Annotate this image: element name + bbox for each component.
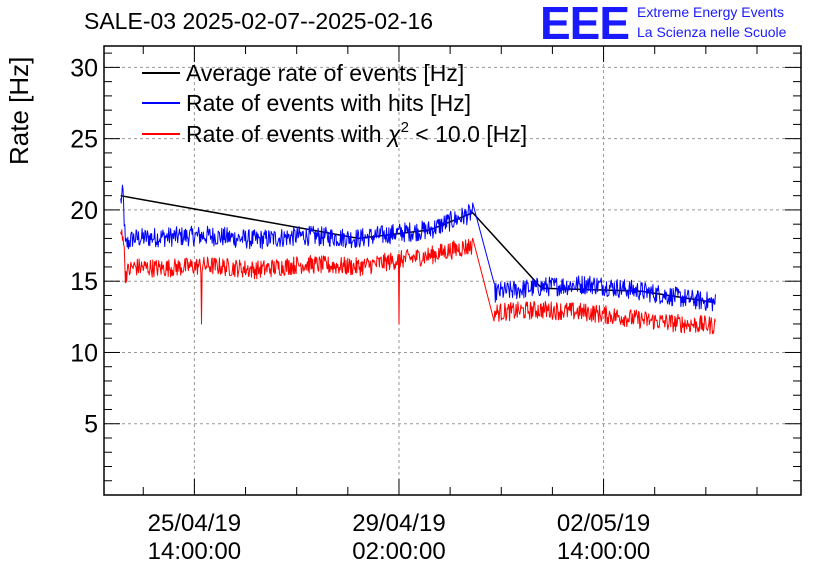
series-line-1 (120, 184, 716, 312)
series-line-0 (120, 194, 716, 304)
chart-title: SALE-03 2025-02-07--2025-02-16 (84, 8, 434, 34)
legend-label-2: Rate of events with χ2 < 10.0 [Hz] (186, 119, 527, 147)
series-line-2 (120, 229, 716, 335)
x-tick-label: 25/04/19 (148, 510, 241, 537)
y-tick-label: 30 (70, 54, 98, 82)
logo-text-line1: Extreme Energy Events (637, 4, 785, 20)
x-tick-label: 02/05/19 (557, 510, 650, 537)
x-tick-label: 02:00:00 (352, 538, 445, 565)
y-tick-label: 25 (70, 126, 98, 154)
logo-text-line2: La Scienza nelle Scuole (637, 24, 787, 40)
y-tick-label: 5 (84, 411, 98, 439)
x-tick-label: 14:00:00 (557, 538, 650, 565)
y-axis-label: Rate [Hz] (4, 56, 34, 165)
y-tick-label: 10 (70, 339, 98, 367)
y-tick-label: 15 (70, 268, 98, 296)
plot-frame (103, 45, 802, 496)
legend-label-0: Average rate of events [Hz] (186, 60, 464, 86)
eee-logo: EEE (540, 0, 630, 49)
x-tick-label: 29/04/19 (352, 510, 445, 537)
y-tick-label: 20 (70, 197, 98, 225)
legend-label-1: Rate of events with hits [Hz] (186, 90, 471, 116)
x-tick-label: 14:00:00 (148, 538, 241, 565)
